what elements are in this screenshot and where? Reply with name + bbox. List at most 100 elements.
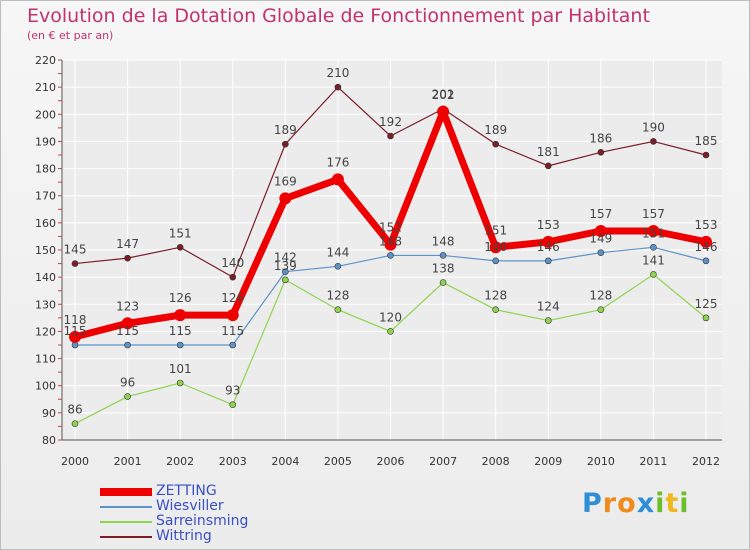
data-label-wittring-2004: 189 (274, 123, 297, 137)
data-point-zetting-2004 (279, 192, 292, 205)
legend-label-wittring: Wittring (156, 528, 212, 544)
y-tick-label-190: 190 (35, 135, 56, 148)
data-label-wiesviller-2006: 148 (379, 234, 402, 248)
data-point-zetting-2010 (594, 225, 607, 237)
data-point-wittring-2011 (650, 138, 657, 145)
data-point-zetting-2008 (489, 241, 502, 254)
data-label-zetting-2000: 118 (64, 313, 87, 327)
logo-letter: i (679, 488, 690, 519)
legend-swatch-wiesviller (100, 506, 152, 508)
y-tick-label-220: 220 (35, 54, 56, 67)
data-point-zetting-2002 (174, 309, 187, 322)
data-point-sarreinsming-2012 (702, 314, 710, 322)
x-tick-label-2007: 2007 (429, 455, 457, 468)
x-tick-label-2001: 2001 (114, 455, 142, 468)
data-point-wittring-2004 (282, 140, 289, 148)
data-point-zetting-2001 (121, 317, 134, 330)
data-label-wittring-2011: 190 (642, 120, 665, 134)
data-label-sarreinsming-2002: 101 (169, 362, 192, 376)
data-point-wiesviller-2008 (492, 257, 499, 265)
data-label-wiesviller-2009: 146 (537, 240, 560, 254)
y-tick-label-100: 100 (35, 380, 56, 393)
data-label-sarreinsming-2009: 124 (537, 300, 560, 314)
data-point-sarreinsming-2007 (439, 279, 447, 286)
data-point-sarreinsming-2008 (492, 306, 499, 314)
y-tick-label-80: 80 (42, 434, 56, 447)
x-tick-label-2000: 2000 (61, 455, 89, 468)
data-point-wittring-2006 (387, 132, 394, 140)
x-tick-label-2010: 2010 (587, 455, 615, 468)
data-point-sarreinsming-2004 (282, 276, 289, 284)
data-point-wittring-2002 (176, 243, 184, 251)
x-tick-label-2008: 2008 (482, 455, 510, 468)
data-point-sarreinsming-2011 (650, 271, 657, 278)
x-tick-label-2005: 2005 (324, 455, 352, 468)
legend-swatch-sarreinsming (100, 521, 152, 523)
data-point-sarreinsming-2009 (544, 317, 552, 324)
data-label-wiesviller-2007: 148 (432, 234, 455, 248)
chart-subtitle: (en € et par an) (27, 29, 114, 42)
y-tick-label-140: 140 (35, 271, 56, 284)
data-label-wittring-2006: 192 (379, 115, 402, 129)
data-label-wiesviller-2010: 149 (589, 232, 612, 246)
data-label-wiesviller-2005: 144 (326, 245, 349, 259)
data-label-wiesviller-2008: 146 (484, 240, 507, 254)
data-label-sarreinsming-2011: 141 (642, 253, 665, 267)
data-point-wiesviller-2003 (229, 341, 237, 349)
data-point-wiesviller-2004 (282, 268, 289, 276)
data-label-wiesviller-2003: 115 (221, 324, 244, 338)
data-label-zetting-2006: 152 (379, 221, 402, 235)
data-point-wiesviller-2005 (334, 262, 342, 270)
data-label-wittring-2012: 185 (695, 134, 718, 148)
data-label-wiesviller-2004: 142 (274, 251, 297, 265)
logo-letter: r (602, 488, 618, 519)
y-tick-label-210: 210 (35, 81, 56, 94)
legend-label-sarreinsming: Sarreinsming (156, 513, 249, 529)
data-point-zetting-2006 (384, 238, 397, 251)
data-point-wittring-2008 (492, 140, 499, 148)
data-label-sarreinsming-2005: 128 (326, 289, 349, 303)
data-point-wiesviller-2000 (71, 341, 79, 349)
data-label-wittring-2007: 202 (432, 88, 455, 102)
data-label-sarreinsming-2003: 93 (225, 384, 240, 398)
data-point-zetting-2009 (542, 235, 555, 248)
data-label-wittring-2003: 140 (221, 256, 244, 270)
data-point-sarreinsming-2005 (334, 306, 342, 314)
data-point-sarreinsming-2001 (124, 393, 131, 400)
data-label-wittring-2000: 145 (64, 243, 87, 257)
data-label-zetting-2003: 126 (221, 291, 244, 305)
x-tick-label-2002: 2002 (166, 455, 194, 468)
data-point-wittring-2012 (702, 151, 710, 159)
data-label-wiesviller-2000: 115 (64, 324, 87, 338)
data-label-sarreinsming-2004: 139 (274, 259, 297, 273)
data-label-zetting-2012: 153 (695, 218, 718, 232)
data-label-zetting-2001: 123 (116, 299, 139, 313)
y-tick-label-110: 110 (35, 353, 56, 366)
data-point-sarreinsming-2010 (597, 306, 605, 314)
logo-letter: x (636, 488, 656, 519)
chart-title: Evolution de la Dotation Globale de Fonc… (27, 5, 650, 27)
data-label-sarreinsming-2012: 125 (695, 297, 718, 311)
data-label-zetting-2008: 151 (484, 223, 507, 237)
y-tick-label-170: 170 (35, 190, 56, 203)
data-label-sarreinsming-2007: 138 (432, 262, 455, 276)
data-point-sarreinsming-2003 (229, 401, 237, 409)
data-point-sarreinsming-2006 (387, 328, 394, 335)
data-label-sarreinsming-2008: 128 (484, 289, 507, 303)
legend-label-wiesviller: Wiesviller (156, 498, 224, 514)
logo-letter: o (617, 488, 637, 519)
data-point-zetting-2005 (331, 173, 344, 186)
data-point-zetting-2011 (647, 225, 660, 237)
y-tick-label-130: 130 (35, 298, 56, 311)
x-tick-label-2003: 2003 (219, 455, 247, 468)
data-point-wittring-2010 (597, 148, 605, 156)
data-point-wiesviller-2011 (650, 243, 657, 251)
data-point-wittring-2001 (124, 254, 131, 262)
data-label-wiesviller-2001: 115 (116, 324, 139, 338)
data-label-wittring-2005: 210 (326, 66, 349, 80)
data-point-zetting-2003 (226, 309, 239, 322)
y-tick-label-120: 120 (35, 325, 56, 338)
data-point-wiesviller-2009 (544, 257, 552, 265)
data-label-wiesviller-2011: 151 (642, 226, 665, 240)
